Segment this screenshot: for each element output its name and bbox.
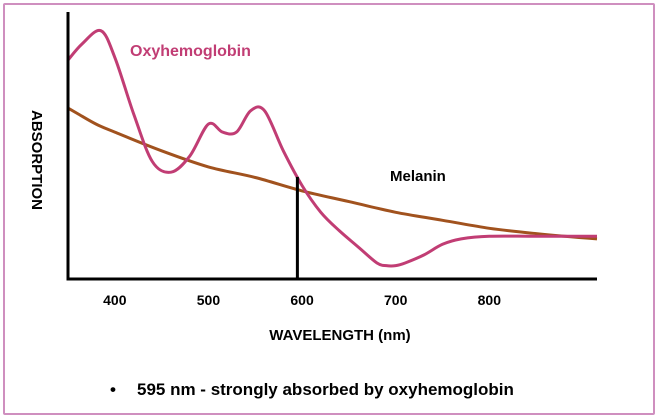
melanin-curve — [67, 106, 598, 241]
x-tick-label-700: 700 — [384, 292, 408, 308]
x-tick-labels: 400 500 600 700 800 — [103, 292, 501, 308]
x-tick-label-400: 400 — [103, 292, 127, 308]
x-tick-label-500: 500 — [197, 292, 221, 308]
y-axis-label: ABSORPTION — [28, 110, 45, 210]
x-tick-label-600: 600 — [290, 292, 314, 308]
chart-frame — [3, 3, 655, 415]
x-tick-label-800: 800 — [478, 292, 502, 308]
bullet-symbol: • — [110, 380, 116, 399]
x-axis-label: WAVELENGTH (nm) — [269, 327, 410, 344]
bullet-text: 595 nm - strongly absorbed by oxyhemoglo… — [137, 380, 514, 399]
legend-oxyhemoglobin: Oxyhemoglobin — [130, 43, 251, 60]
curves-layer — [66, 28, 598, 268]
legend-melanin: Melanin — [390, 168, 446, 185]
oxyhemoglobin-curve — [66, 28, 597, 268]
